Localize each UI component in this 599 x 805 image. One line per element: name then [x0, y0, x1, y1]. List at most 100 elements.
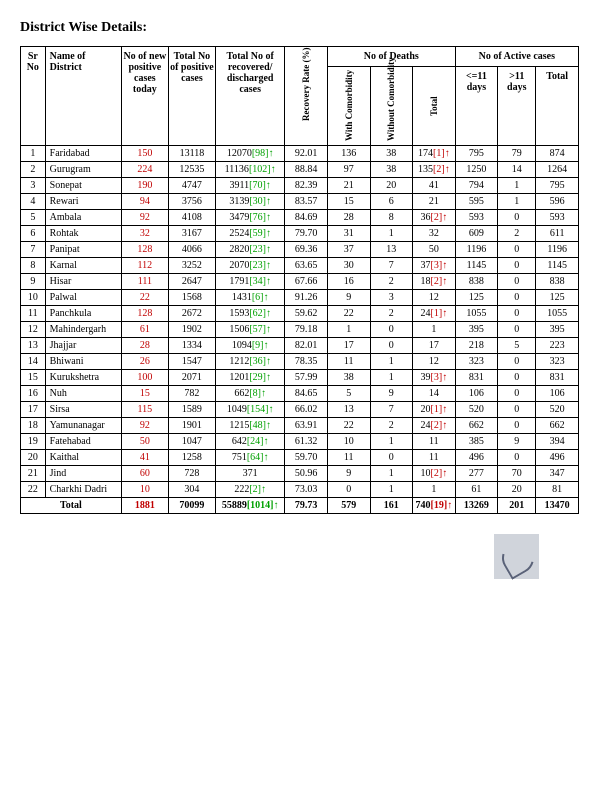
cell-wc: 38 [327, 370, 370, 386]
cell-a11: 520 [455, 402, 498, 418]
cell-wc: 37 [327, 242, 370, 258]
cell-sr: 7 [21, 242, 46, 258]
cell-a11: 106 [455, 386, 498, 402]
cell-rate: 84.69 [285, 210, 328, 226]
h-withoutcom: Without Comorbidity [370, 67, 413, 146]
cell-rate: 50.96 [285, 466, 328, 482]
cell-ag11: 14 [498, 162, 536, 178]
cell-name: Gurugram [45, 162, 121, 178]
cell-name: Fatehabad [45, 434, 121, 450]
table-row: 19Fatehabad501047642[24]61.3210111385939… [21, 434, 579, 450]
cell-a11: 1250 [455, 162, 498, 178]
cell-ag11: 20 [498, 482, 536, 498]
table-row: 20Kaithal411258751[64]59.70110114960496 [21, 450, 579, 466]
cell-ag11: 0 [498, 418, 536, 434]
h-withcom: With Comorbidity [327, 67, 370, 146]
h-dtotal: Total [413, 67, 456, 146]
cell-woc: 8 [370, 210, 413, 226]
cell-rate: 59.70 [285, 450, 328, 466]
cell-wc: 16 [327, 274, 370, 290]
cell-total-new: 1881 [121, 498, 168, 514]
cell-woc: 6 [370, 194, 413, 210]
cell-rate: 92.01 [285, 146, 328, 162]
cell-new: 100 [121, 370, 168, 386]
cell-name: Panchkula [45, 306, 121, 322]
cell-ag11: 0 [498, 322, 536, 338]
cell-woc: 38 [370, 146, 413, 162]
cell-at: 520 [536, 402, 579, 418]
cell-new: 26 [121, 354, 168, 370]
cell-wc: 5 [327, 386, 370, 402]
cell-rec: 1212[36] [215, 354, 284, 370]
cell-new: 92 [121, 210, 168, 226]
cell-rec: 751[64] [215, 450, 284, 466]
cell-wc: 0 [327, 482, 370, 498]
cell-rec: 1201[29] [215, 370, 284, 386]
cell-new: 128 [121, 306, 168, 322]
cell-dt: 18[2] [413, 274, 456, 290]
cell-rate: 83.57 [285, 194, 328, 210]
cell-sr: 18 [21, 418, 46, 434]
cell-name: Bhiwani [45, 354, 121, 370]
h-le11: <=11 days [455, 67, 498, 146]
cell-at: 795 [536, 178, 579, 194]
cell-dt: 39[3] [413, 370, 456, 386]
cell-a11: 595 [455, 194, 498, 210]
cell-rec: 1791[34] [215, 274, 284, 290]
cell-sr: 15 [21, 370, 46, 386]
cell-sr: 16 [21, 386, 46, 402]
cell-rate: 88.84 [285, 162, 328, 178]
cell-rec: 1431[6] [215, 290, 284, 306]
cell-dt: 41 [413, 178, 456, 194]
cell-rate: 84.65 [285, 386, 328, 402]
cell-dt: 1 [413, 482, 456, 498]
cell-at: 347 [536, 466, 579, 482]
cell-totalpos: 304 [168, 482, 215, 498]
cell-totalpos: 1902 [168, 322, 215, 338]
cell-new: 111 [121, 274, 168, 290]
cell-name: Kurukshetra [45, 370, 121, 386]
cell-at: 81 [536, 482, 579, 498]
cell-ag11: 0 [498, 370, 536, 386]
cell-woc: 1 [370, 226, 413, 242]
cell-name: Jhajjar [45, 338, 121, 354]
cell-rate: 63.91 [285, 418, 328, 434]
cell-name: Yamunanagar [45, 418, 121, 434]
cell-rec: 12070[98] [215, 146, 284, 162]
cell-wc: 9 [327, 466, 370, 482]
cell-at: 1055 [536, 306, 579, 322]
table-row: 17Sirsa11515891049[154]66.0213720[1]5200… [21, 402, 579, 418]
cell-a11: 61 [455, 482, 498, 498]
cell-sr: 4 [21, 194, 46, 210]
cell-name: Palwal [45, 290, 121, 306]
cell-ag11: 2 [498, 226, 536, 242]
cell-woc: 3 [370, 290, 413, 306]
h-recovered: Total No of recovered/ discharged cases [215, 47, 284, 146]
cell-woc: 1 [370, 354, 413, 370]
cell-rec: 662[8] [215, 386, 284, 402]
page-title: District Wise Details: [20, 20, 579, 36]
cell-at: 125 [536, 290, 579, 306]
cell-rate: 79.70 [285, 226, 328, 242]
cell-rate: 59.62 [285, 306, 328, 322]
cell-rate: 73.03 [285, 482, 328, 498]
cell-totalpos: 13118 [168, 146, 215, 162]
cell-total-woc: 161 [370, 498, 413, 514]
cell-new: 224 [121, 162, 168, 178]
cell-rate: 63.65 [285, 258, 328, 274]
cell-dt: 1 [413, 322, 456, 338]
cell-name: Nuh [45, 386, 121, 402]
cell-name: Karnal [45, 258, 121, 274]
cell-woc: 9 [370, 386, 413, 402]
cell-totalpos: 1568 [168, 290, 215, 306]
cell-wc: 13 [327, 402, 370, 418]
cell-sr: 12 [21, 322, 46, 338]
cell-woc: 0 [370, 322, 413, 338]
cell-a11: 609 [455, 226, 498, 242]
cell-sr: 10 [21, 290, 46, 306]
cell-woc: 20 [370, 178, 413, 194]
signature-image [494, 534, 539, 579]
cell-wc: 15 [327, 194, 370, 210]
h-atotal: Total [536, 67, 579, 146]
cell-new: 190 [121, 178, 168, 194]
